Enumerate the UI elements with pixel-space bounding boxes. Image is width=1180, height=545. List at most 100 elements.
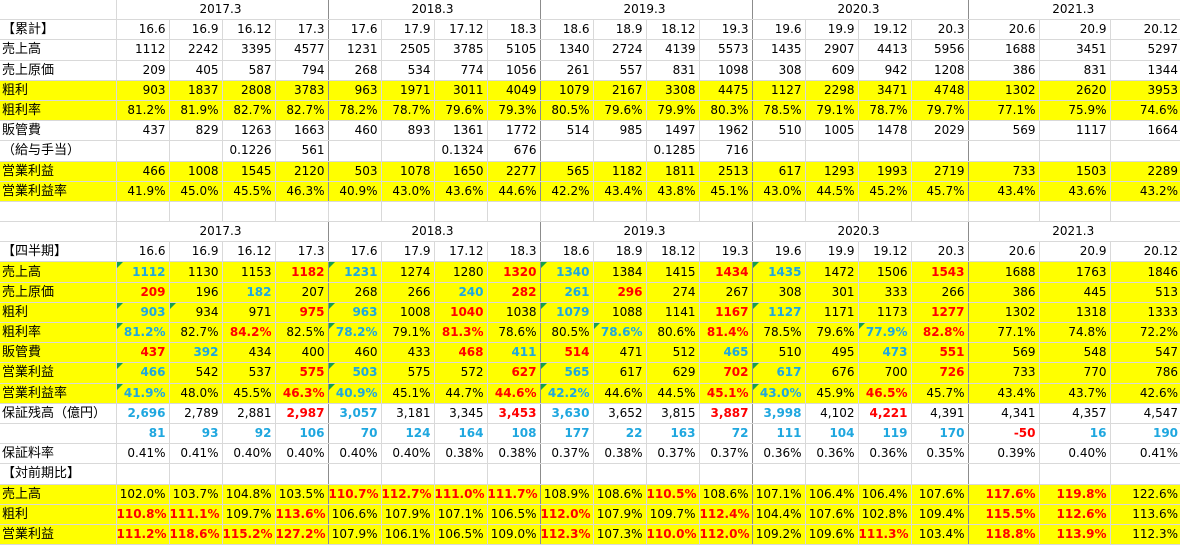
data-cell[interactable] <box>115 140 169 162</box>
data-cell[interactable] <box>168 140 222 162</box>
data-cell[interactable]: 1415 <box>645 261 699 283</box>
data-cell[interactable]: 70 <box>327 423 381 445</box>
data-cell[interactable]: 2907 <box>804 39 858 61</box>
empty-cell[interactable] <box>751 201 805 223</box>
data-cell[interactable]: 107.1% <box>433 504 487 525</box>
data-cell[interactable]: 2808 <box>221 80 275 101</box>
row-label[interactable]: 粗利 <box>0 80 116 101</box>
data-cell[interactable]: 1280 <box>433 261 487 283</box>
data-cell[interactable]: 1344 <box>1109 60 1180 81</box>
data-cell[interactable]: 81.2% <box>115 322 169 344</box>
data-cell[interactable]: 2513 <box>698 161 752 182</box>
data-cell[interactable]: 81.9% <box>168 100 222 122</box>
data-cell[interactable]: 190 <box>1109 423 1180 445</box>
data-cell[interactable]: 1318 <box>1038 302 1110 324</box>
data-cell[interactable]: 1263 <box>221 120 275 142</box>
data-cell[interactable]: 0.41% <box>1109 443 1180 465</box>
data-cell[interactable]: 437 <box>115 120 169 142</box>
data-cell[interactable]: 1038 <box>486 302 540 324</box>
data-cell[interactable]: 106.6% <box>327 504 381 525</box>
row-label[interactable]: 売上原価 <box>0 282 116 303</box>
empty-cell[interactable] <box>486 201 540 223</box>
data-cell[interactable]: 537 <box>221 362 275 384</box>
empty-cell[interactable] <box>168 201 222 223</box>
data-cell[interactable]: 1340 <box>539 39 593 61</box>
data-cell[interactable] <box>910 140 968 162</box>
data-cell[interactable]: 78.6% <box>592 322 646 344</box>
period-header[interactable]: 19.12 <box>857 19 911 41</box>
empty-cell[interactable] <box>698 201 752 223</box>
data-cell[interactable]: 107.9% <box>380 504 434 525</box>
data-cell[interactable]: 503 <box>327 161 381 182</box>
row-label[interactable]: 保証残高（億円） <box>0 403 116 424</box>
data-cell[interactable]: 207 <box>274 282 328 303</box>
data-cell[interactable]: 702 <box>698 362 752 384</box>
data-cell[interactable]: 113.6% <box>1109 504 1180 525</box>
data-cell[interactable]: 466 <box>115 161 169 182</box>
data-cell[interactable]: 2298 <box>804 80 858 101</box>
data-cell[interactable]: 107.1% <box>751 484 805 505</box>
data-cell[interactable]: 1361 <box>433 120 487 142</box>
empty-cell[interactable] <box>327 463 381 485</box>
data-cell[interactable]: 676 <box>804 362 858 384</box>
row-label[interactable]: 営業利益 <box>0 524 116 545</box>
data-cell[interactable]: 282 <box>486 282 540 303</box>
data-cell[interactable]: 4748 <box>910 80 968 101</box>
data-cell[interactable]: 72 <box>698 423 752 445</box>
data-cell[interactable]: 266 <box>380 282 434 303</box>
data-cell[interactable]: 1663 <box>274 120 328 142</box>
year-header[interactable]: 2017.3 <box>115 0 328 21</box>
data-cell[interactable]: 44.7% <box>433 383 487 404</box>
data-cell[interactable] <box>539 140 593 162</box>
data-cell[interactable]: 0.38% <box>433 443 487 465</box>
data-cell[interactable]: 617 <box>592 362 646 384</box>
empty-cell[interactable] <box>221 201 275 223</box>
data-cell[interactable]: 104.4% <box>751 504 805 525</box>
data-cell[interactable]: 3783 <box>274 80 328 101</box>
period-header[interactable]: 20.12 <box>1109 19 1180 41</box>
data-cell[interactable]: 43.6% <box>433 181 487 202</box>
data-cell[interactable]: 963 <box>327 80 381 101</box>
data-cell[interactable]: 4,341 <box>967 403 1039 424</box>
data-cell[interactable]: 2167 <box>592 80 646 101</box>
data-cell[interactable]: 79.9% <box>645 100 699 122</box>
data-cell[interactable] <box>592 140 646 162</box>
data-cell[interactable]: 78.7% <box>857 100 911 122</box>
data-cell[interactable]: 22 <box>592 423 646 445</box>
data-cell[interactable]: 5297 <box>1109 39 1180 61</box>
data-cell[interactable]: 4,357 <box>1038 403 1110 424</box>
data-cell[interactable]: 1079 <box>539 302 593 324</box>
data-cell[interactable]: 44.6% <box>486 181 540 202</box>
row-label[interactable]: 営業利益 <box>0 161 116 182</box>
data-cell[interactable]: 41.9% <box>115 181 169 202</box>
data-cell[interactable]: 3,453 <box>486 403 540 424</box>
data-cell[interactable]: 82.7% <box>168 322 222 344</box>
empty-cell[interactable] <box>221 463 275 485</box>
empty-cell[interactable] <box>645 201 699 223</box>
data-cell[interactable]: 1503 <box>1038 161 1110 182</box>
data-cell[interactable]: 831 <box>1038 60 1110 81</box>
data-cell[interactable]: 1962 <box>698 120 752 142</box>
data-cell[interactable]: 4,547 <box>1109 403 1180 424</box>
data-cell[interactable]: 471 <box>592 342 646 364</box>
data-cell[interactable]: 971 <box>221 302 275 324</box>
data-cell[interactable]: 106.4% <box>804 484 858 505</box>
period-header[interactable]: 19.3 <box>698 241 752 263</box>
empty-cell[interactable] <box>433 463 487 485</box>
header-blank-cell[interactable] <box>0 221 116 243</box>
empty-cell[interactable] <box>0 201 116 223</box>
data-cell[interactable]: 103.5% <box>274 484 328 505</box>
data-cell[interactable]: 110.7% <box>327 484 381 505</box>
data-cell[interactable]: 79.3% <box>486 100 540 122</box>
data-cell[interactable]: 1837 <box>168 80 222 101</box>
data-cell[interactable]: 794 <box>274 60 328 81</box>
data-cell[interactable]: 240 <box>433 282 487 303</box>
data-cell[interactable]: 1434 <box>698 261 752 283</box>
data-cell[interactable]: 170 <box>910 423 968 445</box>
data-cell[interactable]: 2,987 <box>274 403 328 424</box>
data-cell[interactable]: 1167 <box>698 302 752 324</box>
data-cell[interactable]: 676 <box>486 140 540 162</box>
period-header[interactable]: 18.3 <box>486 19 540 41</box>
data-cell[interactable]: 102.8% <box>857 504 911 525</box>
data-cell[interactable]: 0.40% <box>380 443 434 465</box>
